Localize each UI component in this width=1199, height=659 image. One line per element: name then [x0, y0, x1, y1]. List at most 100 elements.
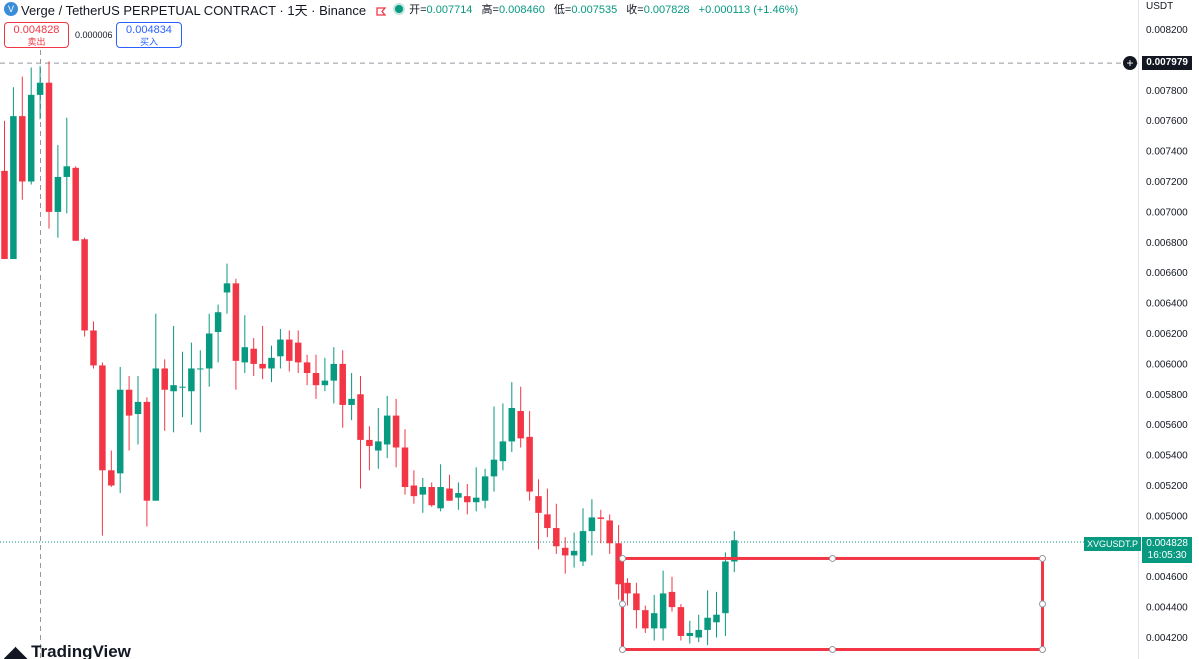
candle-body — [464, 496, 471, 503]
candle-body — [223, 283, 231, 293]
candle-body — [472, 497, 480, 503]
candle-body — [668, 591, 676, 608]
candle-body — [19, 116, 26, 182]
candle-body — [294, 342, 302, 363]
candle-body — [134, 401, 142, 415]
candle-body — [250, 348, 257, 364]
candle-body — [695, 629, 702, 638]
market-status-icon — [395, 5, 404, 13]
plus-circle-icon[interactable]: + — [1123, 56, 1137, 70]
rectangle-handle — [619, 554, 626, 562]
y-tick-label: 0.004600 — [1146, 572, 1188, 583]
tradingview-logo[interactable]: ◢◣ TradingView — [4, 644, 131, 659]
candle-body — [10, 116, 17, 260]
highlight-rectangle — [621, 556, 1044, 652]
candle-body — [677, 607, 685, 636]
tradingview-logo-icon: ◢◣ — [4, 644, 28, 659]
crosshair-price-label: 0.007979 — [1142, 56, 1192, 70]
candle-body — [731, 540, 738, 562]
candle-body — [499, 441, 507, 462]
candle-body — [27, 94, 35, 182]
flag-icon[interactable] — [376, 5, 387, 16]
change-value: +0.000113 (+1.46%) — [698, 4, 799, 16]
candle-body — [526, 436, 533, 492]
candle-body — [143, 401, 151, 501]
rectangle-handle — [1039, 646, 1046, 653]
verge-logo-icon: V — [4, 2, 18, 16]
y-tick-label: 0.004400 — [1146, 603, 1188, 614]
candle-body — [339, 363, 346, 405]
candle-body — [152, 368, 160, 501]
candle-body — [544, 514, 551, 529]
y-tick-label: 0.005000 — [1146, 511, 1188, 522]
candle-body — [348, 398, 355, 405]
candle-body — [116, 389, 124, 474]
candle-body — [108, 470, 115, 486]
candle-body — [642, 610, 649, 629]
candle-body — [330, 363, 338, 381]
symbol-title[interactable]: Verge / TetherUS PERPETUAL CONTRACT · 1天… — [21, 2, 367, 18]
candle-body — [535, 496, 542, 513]
candle-body — [125, 389, 133, 416]
candle-body — [321, 380, 329, 386]
rectangle-handle — [829, 646, 836, 653]
ohlc-values: 开=0.007714 高=0.008460 低=0.007535 收=0.007… — [409, 4, 799, 16]
y-tick-label: 0.007600 — [1146, 116, 1188, 127]
sell-button[interactable]: 0.004828 卖出 — [4, 22, 69, 48]
candle-body — [517, 411, 524, 439]
candle-body — [588, 517, 596, 532]
candle-body — [579, 531, 587, 562]
candle-body — [303, 362, 311, 374]
last-price-label: 0.004828 16:05:30 — [1142, 537, 1192, 563]
currency-selector[interactable]: USDT — [1142, 0, 1192, 14]
rectangle-handle — [829, 554, 836, 562]
candle-body — [1, 170, 8, 260]
candle-body — [161, 368, 168, 390]
sell-price: 0.004828 — [13, 24, 60, 36]
candle-body — [410, 485, 418, 497]
y-tick-label: 0.005400 — [1146, 451, 1188, 462]
brand-name: TradingView — [31, 644, 131, 659]
candle-body — [455, 493, 462, 498]
candle-body — [366, 439, 373, 446]
candle-body — [375, 441, 382, 451]
rectangle-handle — [1039, 600, 1046, 608]
y-tick-label: 0.008200 — [1146, 25, 1188, 36]
candle-body — [713, 614, 720, 623]
candle-body — [722, 561, 729, 614]
candle-body — [197, 368, 204, 370]
candle-body — [286, 339, 293, 361]
buy-label: 买入 — [139, 37, 158, 47]
y-tick-label: 0.004200 — [1146, 633, 1188, 644]
candle-body — [90, 330, 97, 366]
candle-body — [99, 365, 106, 471]
candle-body — [624, 582, 631, 594]
y-tick-label: 0.007200 — [1146, 177, 1188, 188]
y-tick-label: 0.006800 — [1146, 238, 1188, 249]
candle-body — [63, 166, 71, 177]
candle-body — [357, 394, 364, 440]
candle-body — [383, 415, 391, 445]
candle-body — [508, 407, 516, 442]
spread-value: 0.000006 — [75, 30, 113, 40]
candle-body — [45, 82, 53, 212]
candle-body — [232, 283, 240, 361]
rectangle-handle — [619, 600, 626, 608]
buy-button[interactable]: 0.004834 买入 — [116, 22, 182, 48]
rectangle-handle — [619, 646, 626, 653]
candle-body — [481, 476, 489, 501]
y-tick-label: 0.007800 — [1146, 86, 1188, 97]
y-tick-label: 0.005800 — [1146, 390, 1188, 401]
candle-body — [205, 333, 213, 369]
candle-body — [419, 487, 427, 495]
y-tick-label: 0.006600 — [1146, 268, 1188, 279]
buy-price: 0.004834 — [126, 24, 172, 36]
candle-body — [170, 385, 177, 392]
candle-body — [81, 239, 88, 331]
candle-body — [553, 528, 560, 547]
candle-body — [437, 487, 444, 509]
y-tick-label: 0.006000 — [1146, 359, 1188, 370]
symbol-label: XVGUSDT.P — [1084, 537, 1142, 551]
